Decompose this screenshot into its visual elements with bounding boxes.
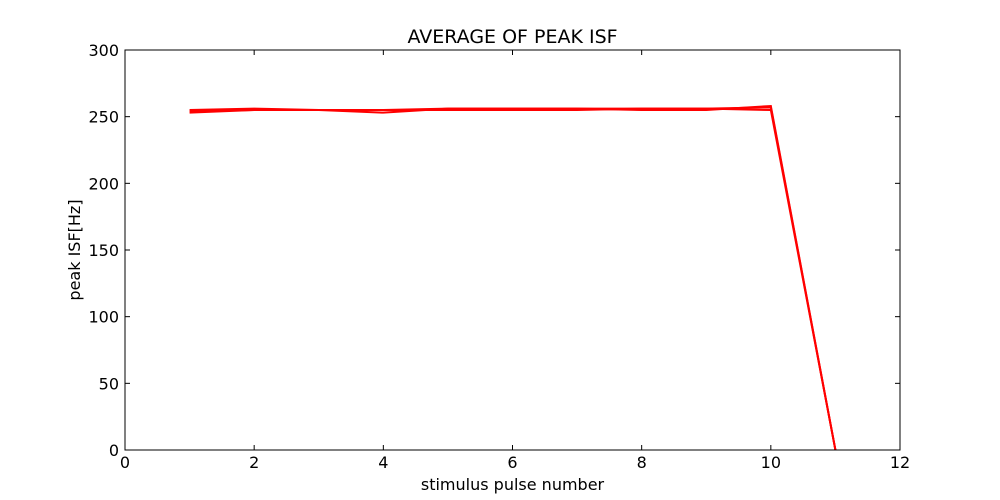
y-tick-label-150: 150: [88, 241, 119, 260]
series-line-2: [189, 106, 837, 451]
y-tick-label-300: 300: [88, 41, 119, 60]
x-tick-label-2: 2: [249, 453, 259, 472]
x-tick-label-6: 6: [507, 453, 517, 472]
plot-marks: [189, 104, 837, 451]
x-tick-label-4: 4: [378, 453, 388, 472]
series-line-1: [189, 107, 837, 451]
x-tick-label-12: 12: [890, 453, 910, 472]
y-axis-label: peak ISF[Hz]: [65, 199, 84, 300]
x-tick-label-0: 0: [120, 453, 130, 472]
y-tick-label-200: 200: [88, 174, 119, 193]
chart-title: AVERAGE OF PEAK ISF: [407, 26, 617, 48]
y-tick-label-100: 100: [88, 308, 119, 327]
y-tick-label-0: 0: [109, 441, 119, 460]
x-axis-label: stimulus pulse number: [421, 475, 605, 494]
x-ticks: 0 2 4 6 8 10 12: [120, 50, 910, 472]
y-tick-label-250: 250: [88, 108, 119, 127]
y-ticks: 0 50 100 150 200 250 300: [88, 41, 900, 460]
y-tick-label-50: 50: [99, 374, 119, 393]
x-tick-label-8: 8: [637, 453, 647, 472]
x-tick-label-10: 10: [761, 453, 781, 472]
series-line-3: [189, 104, 837, 451]
